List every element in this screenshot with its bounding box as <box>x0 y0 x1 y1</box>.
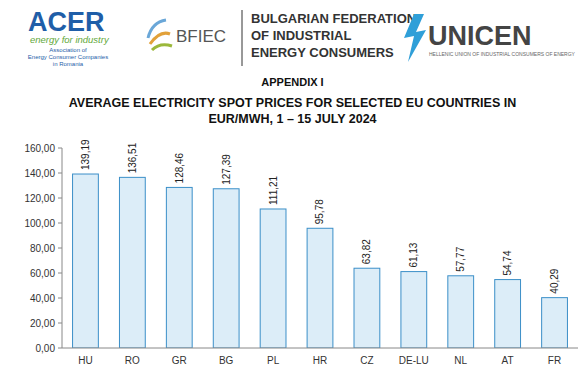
y-tick <box>58 323 62 324</box>
y-tick-label: 20,00 <box>30 318 55 329</box>
bar <box>542 298 568 348</box>
y-tick <box>58 198 62 199</box>
data-label: 63,82 <box>361 239 372 264</box>
acer-tagline: energy for industry <box>30 34 110 45</box>
x-tick-label: GR <box>172 355 187 366</box>
y-tick-label: 160,00 <box>24 143 55 154</box>
y-tick-label: 80,00 <box>30 243 55 254</box>
x-tick-label: AT <box>502 355 514 366</box>
x-tick-label: NL <box>454 355 467 366</box>
bar <box>119 177 145 348</box>
bar <box>401 272 427 348</box>
bar <box>354 268 380 348</box>
x-tick-label: CZ <box>360 355 373 366</box>
data-label: 95,78 <box>315 199 326 224</box>
bar <box>495 280 521 348</box>
bar <box>73 174 99 348</box>
data-label: 61,13 <box>408 242 419 267</box>
data-label: 57,77 <box>455 246 466 271</box>
bar <box>307 228 333 348</box>
x-tick-label: HU <box>78 355 92 366</box>
y-tick <box>58 173 62 174</box>
y-tick <box>58 298 62 299</box>
data-labels: 139,19 136,51 128,46 127,39 111,21 95,78 63,82… <box>80 139 560 294</box>
bars <box>73 174 568 348</box>
canvas: ACERenergy for industry Association ofEne… <box>0 0 585 384</box>
y-tick <box>58 248 62 249</box>
y-tick <box>58 223 62 224</box>
acer-name: ACER <box>28 7 105 37</box>
appendix: APPENDIX I <box>261 76 323 88</box>
federation-line: BULGARIAN FEDERATION <box>251 11 416 26</box>
unicen-tagline: HELLENIC UNION OF INDUSTRIAL CONSUMERS O… <box>429 51 576 57</box>
y-tick-label: 40,00 <box>30 293 55 304</box>
x-tick-label: PL <box>267 355 280 366</box>
x-axis-line <box>62 348 578 349</box>
bfiec-name: BFIEC <box>176 27 226 46</box>
y-tick-label: 0,00 <box>36 343 56 354</box>
y-tick-label: 100,00 <box>24 218 55 229</box>
acer-line: Association of <box>49 47 87 53</box>
x-tick-label: BG <box>219 355 234 366</box>
data-label: 40,29 <box>549 268 560 293</box>
data-label: 139,19 <box>80 139 91 170</box>
page: ACERenergy for industry Association ofEne… <box>0 0 585 384</box>
x-tick-label: HR <box>313 355 327 366</box>
federation-line: ENERGY CONSUMERS <box>251 45 394 60</box>
data-label: 136,51 <box>127 142 138 173</box>
y-tick-label: 140,00 <box>24 168 55 179</box>
data-label: 111,21 <box>268 175 279 205</box>
unicen-icon <box>404 14 426 62</box>
acer-line: Energy Consumer Companies <box>28 54 108 60</box>
bar <box>166 187 192 348</box>
y-tick <box>58 273 62 274</box>
data-label: 127,39 <box>221 154 232 185</box>
bfiec-icon <box>150 33 170 44</box>
x-tick-label: DE-LU <box>399 355 429 366</box>
y-tick <box>58 148 62 149</box>
y-axis-line <box>62 148 63 348</box>
divider <box>242 10 243 66</box>
unicen-name: UNICEN <box>428 21 532 51</box>
y-tick-label: 60,00 <box>30 268 55 279</box>
x-tick-label: RO <box>125 355 140 366</box>
y-axis: 0,00 20,00 40,00 60,00 80,00 100,00 120,00 140,… <box>24 143 62 354</box>
bfiec-icon <box>152 45 172 50</box>
bar <box>213 189 239 348</box>
header: ACERenergy for industry Association ofEne… <box>28 7 576 67</box>
y-tick <box>58 348 62 349</box>
title: AVERAGE ELECTRICITY SPOT PRICES FOR SELE… <box>62 95 523 127</box>
acer-line: in Romania <box>53 61 84 67</box>
x-axis: HU RO GR BG PL HR CZ DE-LU NL AT FR <box>62 348 578 366</box>
bar <box>260 209 286 348</box>
data-label: 54,74 <box>502 250 513 275</box>
y-tick-label: 120,00 <box>24 193 55 204</box>
federation-line: OF INDUSTRIAL <box>251 28 351 43</box>
x-tick-label: FR <box>548 355 561 366</box>
data-label: 128,46 <box>174 152 185 183</box>
bar <box>448 276 474 348</box>
